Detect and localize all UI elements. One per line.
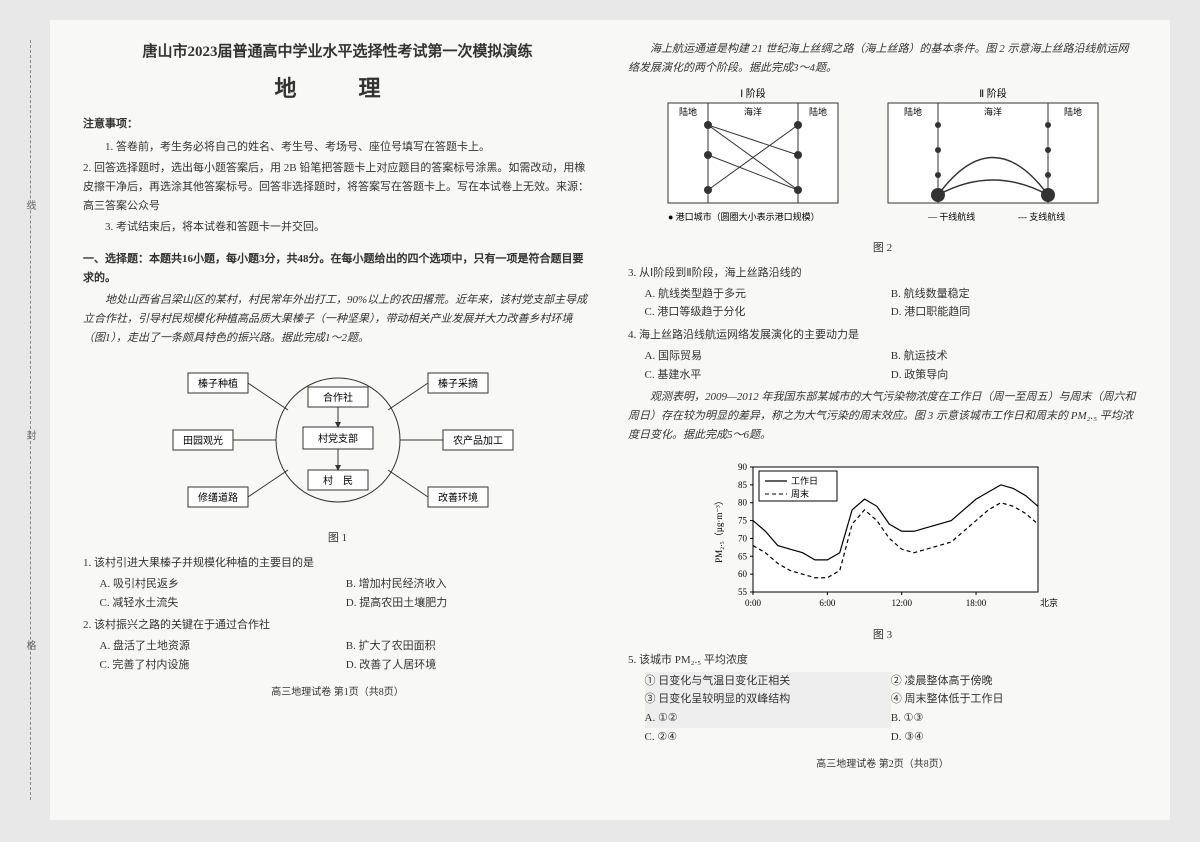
- q5-d[interactable]: D. ③④: [891, 728, 1137, 747]
- q3-b[interactable]: B. 航线数量稳定: [891, 285, 1137, 304]
- figure-2: Ⅰ 阶段 Ⅱ 阶段 陆地 海洋 陆地: [628, 85, 1137, 235]
- svg-text:周末: 周末: [791, 488, 809, 499]
- svg-text:18:00: 18:00: [965, 598, 986, 608]
- svg-text:0:00: 0:00: [744, 598, 761, 608]
- q1-d[interactable]: D. 提高农田土壤肥力: [346, 594, 592, 613]
- subject-title: 地 理: [83, 70, 592, 107]
- svg-text:90: 90: [738, 462, 748, 472]
- q5-s2: ② 凌晨整体高于傍晚: [891, 672, 1137, 691]
- q4-c[interactable]: C. 基建水平: [645, 366, 891, 385]
- svg-text:榛子种植: 榛子种植: [198, 377, 238, 390]
- svg-text:65: 65: [738, 552, 748, 562]
- q5-statements: ① 日变化与气温日变化正相关 ② 凌晨整体高于傍晚 ③ 日变化呈较明显的双峰结构…: [628, 672, 1137, 709]
- part1-head: 一、选择题：本题共16小题，每小题3分，共48分。在每小题给出的四个选项中，只有…: [83, 250, 592, 287]
- q1-a[interactable]: A. 吸引村民返乡: [100, 575, 346, 594]
- q1-stem: 1. 该村引进大果榛子并规模化种植的主要目的是: [83, 554, 592, 573]
- svg-text:PM₂.₅（µg·m⁻³）: PM₂.₅（µg·m⁻³）: [714, 496, 724, 563]
- q1-options: A. 吸引村民返乡 B. 增加村民经济收入 C. 减轻水土流失 D. 提高农田土…: [83, 575, 592, 612]
- svg-text:陆地: 陆地: [808, 106, 826, 117]
- exam-paper: 唐山市2023届普通高中学业水平选择性考试第一次模拟演练 地 理 注意事项： 1…: [50, 20, 1170, 820]
- q3-d[interactable]: D. 港口职能趋同: [891, 303, 1137, 322]
- q1-b[interactable]: B. 增加村民经济收入: [346, 575, 592, 594]
- q5-stem: 5. 该城市 PM₂.₅ 平均浓度: [628, 651, 1137, 670]
- svg-text:12:00: 12:00: [891, 598, 912, 608]
- notice-2: 2. 回答选择题时，选出每小题答案后，用 2B 铅笔把答题卡上对应题目的答案标号…: [83, 159, 592, 215]
- svg-text:工作日: 工作日: [791, 475, 818, 486]
- figure-1-caption: 图 1: [83, 529, 592, 548]
- q2-b[interactable]: B. 扩大了农田面积: [346, 637, 592, 656]
- svg-text:陆地: 陆地: [1063, 106, 1081, 117]
- binding-text-3: 格: [22, 640, 37, 650]
- svg-text:北京时间: 北京时间: [1040, 597, 1058, 608]
- q5-s1: ① 日变化与气温日变化正相关: [645, 672, 891, 691]
- binding-text-2: 封: [22, 430, 37, 440]
- q5-s4: ④ 周末整体低于工作日: [891, 690, 1137, 709]
- svg-text:榛子采摘: 榛子采摘: [438, 377, 478, 390]
- svg-text:Ⅱ 阶段: Ⅱ 阶段: [979, 87, 1006, 100]
- figure-3: 55 60 65 70 75 80 85 90 0:00 6:00 12:00 18:00 北京时间 PM…: [628, 452, 1137, 622]
- svg-text:75: 75: [738, 516, 748, 526]
- q4-b[interactable]: B. 航运技术: [891, 347, 1137, 366]
- svg-text:陆地: 陆地: [678, 106, 696, 117]
- svg-text:Ⅰ 阶段: Ⅰ 阶段: [740, 87, 765, 100]
- q2-a[interactable]: A. 盘活了土地资源: [100, 637, 346, 656]
- q2-c[interactable]: C. 完善了村内设施: [100, 656, 346, 675]
- svg-text:陆地: 陆地: [903, 106, 921, 117]
- svg-text:80: 80: [738, 498, 748, 508]
- notice-1: 1. 答卷前，考生务必将自己的姓名、考生号、考场号、座位号填写在答题卡上。: [83, 138, 592, 157]
- notice-3: 3. 考试结束后，将本试卷和答题卡一并交回。: [83, 218, 592, 237]
- q5-b[interactable]: B. ①③: [891, 709, 1137, 728]
- svg-text:合作社: 合作社: [323, 391, 353, 404]
- q5-a[interactable]: A. ①②: [645, 709, 891, 728]
- footer-page-2: 高三地理试卷 第2页（共8页）: [628, 756, 1137, 773]
- svg-text:85: 85: [738, 480, 748, 490]
- q5-s3: ③ 日变化呈较明显的双峰结构: [645, 690, 891, 709]
- page-1: 唐山市2023届普通高中学业水平选择性考试第一次模拟演练 地 理 注意事项： 1…: [65, 40, 610, 800]
- notice-head: 注意事项：: [83, 115, 592, 134]
- q3-options: A. 航线类型趋于多元 B. 航线数量稳定 C. 港口等级趋于分化 D. 港口职…: [628, 285, 1137, 322]
- svg-text:田园观光: 田园观光: [183, 434, 223, 447]
- q1-2-intro: 地处山西省吕梁山区的某村，村民常年外出打工，90%以上的农田撂荒。近年来，该村党…: [83, 291, 592, 347]
- svg-text:--- 支线航线: --- 支线航线: [1018, 211, 1065, 222]
- exam-title: 唐山市2023届普通高中学业水平选择性考试第一次模拟演练: [83, 40, 592, 66]
- figure-3-caption: 图 3: [628, 626, 1137, 645]
- q1-c[interactable]: C. 减轻水土流失: [100, 594, 346, 613]
- svg-text:60: 60: [738, 569, 748, 579]
- svg-text:海洋: 海洋: [983, 106, 1001, 117]
- svg-text:● 港口城市（圆圈大小表示港口规模）: ● 港口城市（圆圈大小表示港口规模）: [668, 211, 820, 222]
- figure-2-caption: 图 2: [628, 239, 1137, 258]
- q3-4-intro: 海上航运通道是构建 21 世纪海上丝绸之路（海上丝路）的基本条件。图 2 示意海…: [628, 40, 1137, 77]
- binding-text-1: 线: [22, 200, 37, 210]
- svg-text:村党支部: 村党支部: [318, 432, 358, 445]
- footer-page-1: 高三地理试卷 第1页（共8页）: [83, 684, 592, 701]
- q4-d[interactable]: D. 政策导向: [891, 366, 1137, 385]
- q3-stem: 3. 从Ⅰ阶段到Ⅱ阶段，海上丝路沿线的: [628, 264, 1137, 283]
- svg-text:修缮道路: 修缮道路: [198, 491, 238, 504]
- q5-options: A. ①② B. ①③ C. ②④ D. ③④: [628, 709, 1137, 746]
- svg-text:村 民: 村 民: [323, 474, 353, 487]
- svg-text:70: 70: [738, 534, 748, 544]
- svg-text:海洋: 海洋: [743, 106, 761, 117]
- q4-options: A. 国际贸易 B. 航运技术 C. 基建水平 D. 政策导向: [628, 347, 1137, 384]
- page-2: 海上航运通道是构建 21 世纪海上丝绸之路（海上丝路）的基本条件。图 2 示意海…: [610, 40, 1155, 800]
- q4-a[interactable]: A. 国际贸易: [645, 347, 891, 366]
- q2-d[interactable]: D. 改善了人居环境: [346, 656, 592, 675]
- svg-text:— 干线航线: — 干线航线: [927, 211, 975, 222]
- q2-options: A. 盘活了土地资源 B. 扩大了农田面积 C. 完善了村内设施 D. 改善了人…: [83, 637, 592, 674]
- figure-1: 合作社 村党支部 村 民 榛子种植 榛子采摘 田园观光 农产品加工 修缮道路 改…: [83, 355, 592, 525]
- binding-line: [30, 40, 45, 800]
- svg-text:55: 55: [738, 587, 748, 597]
- svg-text:6:00: 6:00: [819, 598, 836, 608]
- q5-c[interactable]: C. ②④: [645, 728, 891, 747]
- q2-stem: 2. 该村振兴之路的关键在于通过合作社: [83, 616, 592, 635]
- q3-a[interactable]: A. 航线类型趋于多元: [645, 285, 891, 304]
- q3-c[interactable]: C. 港口等级趋于分化: [645, 303, 891, 322]
- svg-text:农产品加工: 农产品加工: [453, 434, 503, 447]
- q4-stem: 4. 海上丝路沿线航运网络发展演化的主要动力是: [628, 326, 1137, 345]
- q5-6-intro: 观测表明，2009—2012 年我国东部某城市的大气污染物浓度在工作日（周一至周…: [628, 388, 1137, 444]
- svg-text:改善环境: 改善环境: [438, 491, 478, 504]
